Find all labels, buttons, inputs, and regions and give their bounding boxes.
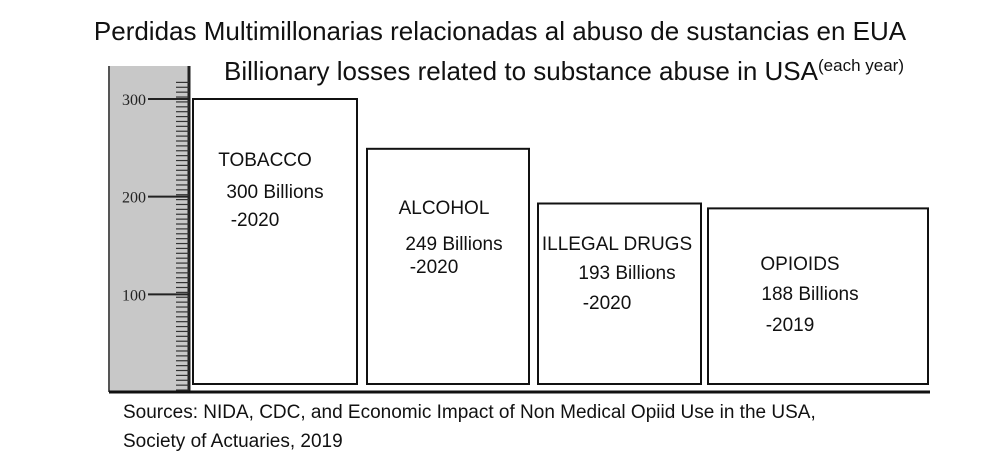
- bar-year-label: -2020: [583, 293, 632, 314]
- bar-category-label: ILLEGAL DRUGS: [542, 234, 692, 255]
- bar-value-label: 188 Billions: [761, 284, 858, 305]
- bar-year-label: -2020: [231, 210, 280, 231]
- bar-category-label: OPIOIDS: [760, 254, 839, 275]
- y-tick-label: 100: [122, 287, 146, 304]
- y-tick-label: 300: [122, 92, 146, 109]
- bar-alcohol: [366, 147, 530, 385]
- bar-value-label: 300 Billions: [226, 182, 323, 203]
- bar-value-label: 193 Billions: [578, 263, 675, 284]
- sources-line-2: Society of Actuaries, 2019: [123, 431, 343, 452]
- bar-opioids: [707, 207, 929, 385]
- bar-illegal-drugs: [537, 202, 702, 385]
- bar-year-label: -2019: [766, 315, 815, 336]
- sources-line-1: Sources: NIDA, CDC, and Economic Impact …: [123, 402, 816, 423]
- chart-subtitle-line: Billionary losses related to substance a…: [224, 56, 904, 87]
- bar-tobacco: [192, 98, 358, 385]
- y-tick-label: 200: [122, 190, 146, 207]
- bar-year-label: -2020: [410, 257, 459, 278]
- bar-category-label: ALCOHOL: [399, 198, 490, 219]
- chart-subtitle: Billionary losses related to substance a…: [224, 56, 818, 86]
- chart-title: Perdidas Multimillonarias relacionadas a…: [93, 16, 907, 46]
- ruler-background: [109, 66, 189, 392]
- bar-category-label: TOBACCO: [218, 150, 312, 171]
- chart-subtitle-note: (each year): [818, 56, 904, 75]
- bar-value-label: 249 Billions: [405, 234, 502, 255]
